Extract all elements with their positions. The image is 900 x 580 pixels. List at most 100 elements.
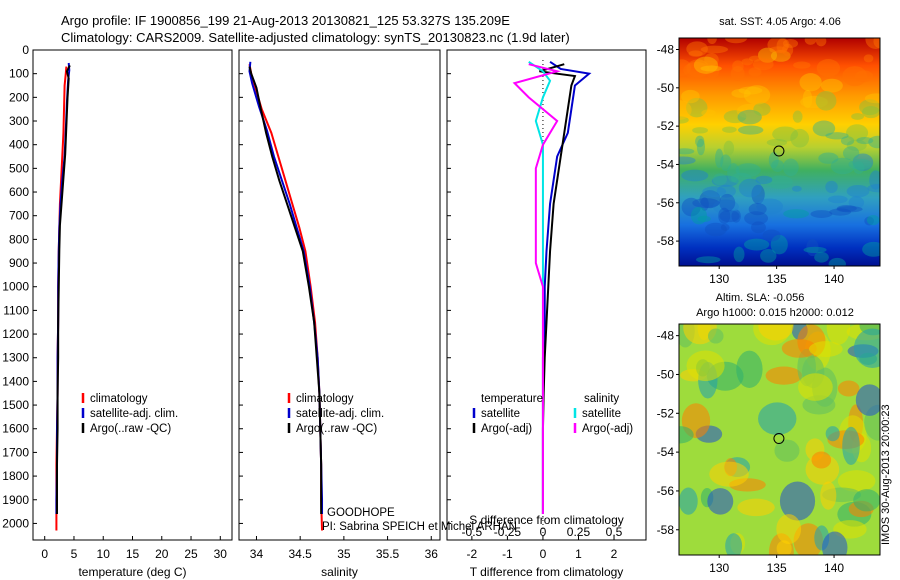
depth-tick-label: 500 [9,161,29,175]
lat-tick-label: -48 [657,329,675,343]
depth-tick-label: 1100 [3,303,29,317]
sst-texture-patch [748,203,767,216]
sst-texture-patch [814,251,829,263]
x-tick-label: 10 [97,547,111,561]
top-x-tick-label: 0.25 [567,525,591,539]
sst-texture-patch [692,127,708,134]
sst-texture-patch [791,185,802,192]
sst-texture-patch [782,158,799,177]
sla-map-title-1: Altim. SLA: -0.056 [716,292,805,304]
lat-tick-label: -50 [657,367,675,381]
legend-label: climatology [296,393,354,405]
x-tick-label: 1 [575,547,582,561]
depth-tick-label: 1300 [2,351,29,365]
depth-tick-label: 1200 [2,327,29,341]
sst-texture-patch [782,43,794,57]
profile-panel-salinity: 34 34.5 35 35.5 36 salinity climatology satelli… [238,49,517,579]
sst-texture-patch [827,195,848,204]
sst-texture-patch [704,53,719,67]
sst-texture-patch [820,78,843,93]
sst-texture-patch [810,210,833,218]
sla-texture-patch [837,380,860,397]
sst-map: sat. SST: 4.05 Argo: 4.06 -48 -50 -52 -54 -5… [657,16,881,286]
sst-texture-patch [679,116,689,124]
sst-texture-patch [683,61,710,79]
sst-texture-patch [854,70,874,83]
x-tick-label: 15 [126,547,140,561]
lon-tick-label: 140 [824,561,844,575]
sla-texture-patch [822,531,848,555]
sst-texture-patch [724,38,748,44]
sst-texture-patch [700,45,729,54]
sst-texture-patch [704,222,727,237]
sla-texture-patch [808,341,843,357]
depth-tick-label: 600 [9,185,29,199]
sst-texture-patch [693,56,719,74]
sst-texture-patch [862,241,880,257]
sla-texture-patch [855,384,880,416]
sst-texture-patch [681,89,700,104]
series-line-argo-raw-qc- [248,66,323,514]
depth-tick-label: 700 [9,209,29,223]
x-tick-label: 20 [155,547,169,561]
sst-texture-patch [686,97,708,118]
sst-texture-patch [769,46,788,54]
sla-argo-location-marker [773,433,785,445]
sst-texture-patch [733,246,745,263]
sst-texture-patch [744,211,769,226]
sst-texture-patch [719,210,740,223]
header-line-2: Climatology: CARS2009. Satellite-adjuste… [61,30,570,45]
sst-texture-patch [863,54,874,63]
sst-texture-patch [741,58,754,66]
sst-texture-patch [701,109,716,117]
sla-texture-patch [707,488,734,515]
sst-texture-patch [782,38,799,48]
sla-texture-patch [737,498,775,517]
sst-texture-patch [679,100,692,120]
sst-texture-patch [762,229,781,242]
sst-texture-patch [770,234,788,255]
sst-texture-patch [737,125,764,135]
sst-texture-patch [695,135,705,148]
legend-label: Argo(..raw -QC) [296,423,377,435]
sst-texture-patch [681,169,709,182]
x-tick-label: -1 [502,547,513,561]
depth-tick-label: 800 [9,232,29,246]
depth-tick-label: 1700 [2,445,29,459]
panel-frame [446,49,647,541]
sst-texture-patch [732,60,744,72]
sst-texture-patch [840,136,855,146]
sst-texture-patch [825,180,838,193]
sst-texture-patch [800,95,828,109]
sst-texture-patch [864,216,875,226]
sla-texture-patch [820,481,837,510]
sst-texture-patch [735,163,761,178]
sst-texture-patch [873,38,880,49]
top-axis-label: S difference from climatology [469,513,624,527]
x-tick-label: 5 [71,547,78,561]
x-tick-label: 34 [250,547,264,561]
sst-texture-patch [859,99,880,116]
sst-texture-patch [803,246,827,254]
sst-texture-patch [751,184,765,205]
lat-tick-label: -54 [657,445,675,459]
depth-tick-label: 1900 [2,493,29,507]
lat-tick-label: -48 [657,42,675,56]
sla-texture-patch [853,328,880,368]
x-axis-label: temperature (deg C) [78,565,186,579]
sst-texture-patch [718,207,731,224]
sst-texture-patch [755,175,773,185]
x-axis-label: T difference from climatology [470,565,624,579]
x-tick-label: 30 [214,547,228,561]
sst-texture-patch [730,172,752,184]
sst-texture-patch [815,38,827,47]
sla-texture-patch [776,514,802,544]
x-tick-label: 35.5 [376,547,400,561]
depth-tick-label: 0 [22,43,29,57]
sst-texture-patch [772,126,799,142]
lat-tick-label: -58 [657,234,675,248]
sst-map-frame [678,37,881,267]
sst-texture-patch [866,214,880,226]
pi-annotation: PI: Sabrina SPEICH et Michel ARHAN [322,521,517,533]
panel-frame [238,49,441,541]
